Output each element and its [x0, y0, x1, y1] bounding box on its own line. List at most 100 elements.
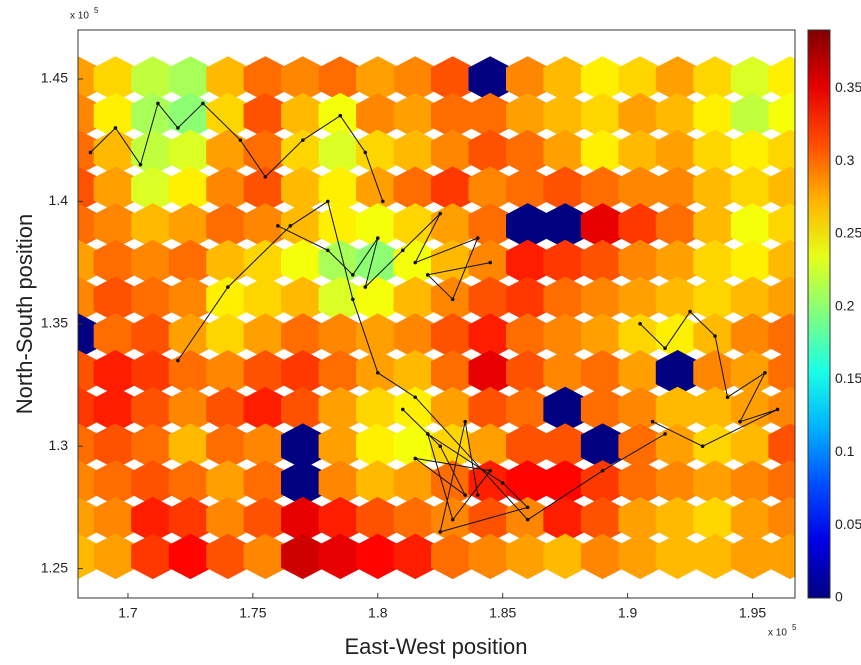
hex-cell: [431, 129, 475, 176]
hex-cell: [393, 533, 437, 580]
trajectory: [639, 310, 778, 447]
hex-cell: [580, 460, 625, 506]
hex-cell: [243, 166, 288, 212]
hex-cell: [281, 92, 325, 139]
trajectories: [88, 101, 780, 534]
hex-cell: [206, 276, 250, 323]
hex-cell: [131, 129, 175, 176]
hex-cell: [618, 496, 662, 543]
trajectory-point: [450, 297, 455, 302]
trajectory-point: [113, 126, 118, 130]
colorbar-tick-label: 0.15: [835, 370, 861, 386]
colorbar-tick-label: 0.3: [835, 152, 855, 168]
x-tick-label: 1.7: [118, 605, 138, 621]
hex-cell: [543, 386, 587, 433]
hex-cell: [580, 386, 625, 433]
trajectory: [277, 213, 491, 301]
colorbar: [807, 29, 831, 599]
hex-cell: [243, 423, 288, 469]
y-tick-label: 1.3: [49, 437, 69, 453]
hex-cell: [93, 386, 138, 433]
trajectory-point: [301, 138, 305, 142]
hex-cell: [356, 239, 400, 286]
hex-cell: [206, 460, 250, 506]
trajectory-point: [438, 530, 443, 534]
hex-cell: [356, 460, 400, 506]
hex-cell: [543, 92, 587, 139]
trajectory-point: [600, 468, 605, 473]
hex-cell: [393, 92, 437, 139]
hex-cell: [730, 460, 775, 506]
hex-cell: [318, 313, 363, 359]
hex-cell: [580, 350, 625, 396]
hex-cell: [168, 533, 213, 580]
hex-cell: [693, 166, 737, 212]
trajectory-point: [438, 444, 443, 449]
hex-cell: [356, 56, 400, 102]
hex-cell: [768, 129, 795, 176]
hex-cell: [281, 460, 325, 506]
hex-cell: [281, 166, 325, 212]
plot-frame: [77, 29, 796, 599]
hex-cell: [131, 166, 175, 212]
hex-cell: [281, 56, 325, 102]
hex-cell: [131, 386, 175, 433]
trajectory-point: [425, 432, 430, 436]
trajectory-point: [326, 199, 330, 204]
hex-cell: [655, 129, 700, 176]
hex-cell: [543, 313, 587, 359]
hex-cell: [93, 313, 138, 359]
hex-cell: [580, 92, 625, 139]
hex-cell: [281, 350, 325, 396]
trajectory-point: [326, 248, 330, 253]
x-multiplier-power: 5: [792, 623, 797, 632]
hex-cell: [318, 203, 363, 249]
trajectory-point: [763, 370, 767, 375]
hex-cell: [206, 56, 250, 102]
trajectory-point: [263, 175, 268, 179]
hex-cell: [618, 276, 662, 323]
trajectory-point: [363, 150, 368, 155]
hex-cell: [281, 496, 325, 543]
hex-cell: [655, 276, 700, 323]
hex-cell: [506, 313, 550, 359]
hex-cell: [243, 460, 288, 506]
hex-cell: [580, 313, 625, 359]
hex-cell: [730, 313, 775, 359]
trajectory-point: [413, 456, 418, 461]
trajectory-point: [725, 395, 730, 400]
hex-cell: [356, 313, 400, 359]
hex-cell: [618, 350, 662, 396]
hex-cell: [281, 129, 325, 176]
hex-cell: [318, 460, 363, 506]
hex-cell: [318, 533, 363, 580]
hex-cell: [206, 203, 250, 249]
hex-cell: [243, 92, 288, 139]
trajectory-point: [475, 236, 480, 240]
hex-cell: [93, 203, 138, 249]
hex-cell: [206, 496, 250, 543]
hex-cell: [356, 423, 400, 469]
hex-cell: [93, 460, 138, 506]
hex-cell: [730, 92, 775, 139]
hex-cell: [693, 386, 737, 433]
trajectory: [177, 200, 666, 521]
hex-cell: [206, 533, 250, 580]
trajectory-point: [375, 370, 380, 375]
trajectory-point: [488, 468, 493, 473]
hex-cell: [655, 239, 700, 286]
hex-cell: [318, 386, 363, 433]
y-multiplier-base: x 10: [70, 11, 89, 22]
trajectory-point: [351, 297, 355, 302]
hex-cell: [543, 460, 587, 506]
hex-cell: [693, 203, 737, 249]
hex-cell: [693, 276, 737, 323]
hex-cell: [618, 129, 662, 176]
hex-cell: [655, 460, 700, 506]
hex-cell: [468, 350, 512, 396]
hex-cell: [506, 166, 550, 212]
hex-cell: [243, 350, 288, 396]
trajectory-point: [663, 346, 667, 351]
trajectory-point: [176, 126, 180, 130]
hex-cell: [655, 203, 700, 249]
